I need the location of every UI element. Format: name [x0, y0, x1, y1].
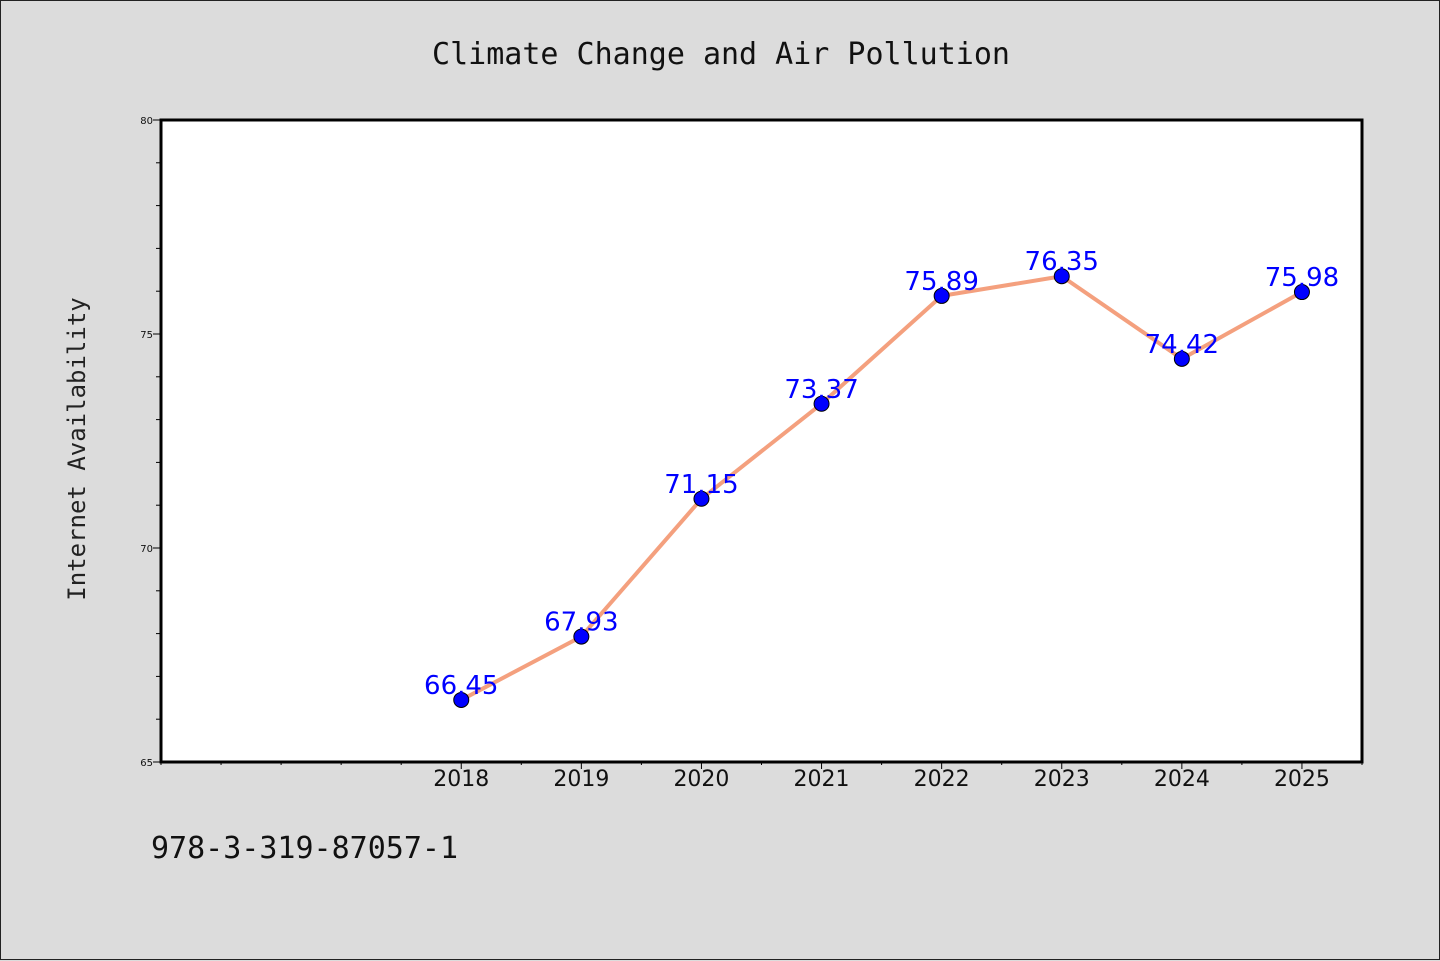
y-tick-label: 70 — [140, 544, 153, 555]
x-tick-label: 2020 — [673, 767, 729, 792]
chart-title: Climate Change and Air Pollution — [432, 37, 1010, 72]
data-label: 73.37 — [784, 375, 858, 405]
data-label: 66.45 — [424, 671, 498, 701]
data-point — [933, 287, 950, 304]
data-point — [813, 395, 830, 412]
x-tick-labels: 2018 2019 2020 2021 2022 2023 2024 2025 — [433, 767, 1330, 792]
plot-background — [161, 120, 1362, 762]
x-tick-label: 2018 — [433, 767, 489, 792]
data-label: 67.93 — [544, 608, 618, 638]
data-labels: 66.45 67.93 71.15 73.37 75.89 76.35 74.42 75.98 — [424, 247, 1339, 701]
y-tick-labels: 65 70 75 80 — [140, 116, 153, 769]
data-point — [1293, 284, 1310, 301]
data-point — [1053, 268, 1070, 285]
data-point — [693, 490, 710, 507]
x-tick-label: 2021 — [794, 767, 850, 792]
y-axis-title: Internet Availability — [63, 297, 91, 600]
series-markers — [453, 268, 1310, 708]
x-tick-label: 2025 — [1274, 767, 1330, 792]
data-label: 71.15 — [664, 470, 738, 500]
y-tick-label: 75 — [140, 330, 153, 341]
x-tick-label: 2022 — [914, 767, 970, 792]
data-label: 74.42 — [1145, 330, 1219, 360]
data-label: 75.98 — [1265, 263, 1339, 293]
footer-code: 978-3-319-87057-1 — [151, 831, 459, 866]
plot-frame — [159, 118, 1364, 764]
x-tick-label: 2023 — [1034, 767, 1090, 792]
x-tick-label: 2024 — [1154, 767, 1210, 792]
data-point — [573, 628, 590, 645]
x-tick-label: 2019 — [553, 767, 609, 792]
series-line — [460, 274, 1303, 702]
data-point — [453, 691, 470, 708]
y-tick-label: 65 — [140, 758, 153, 769]
data-point — [1173, 350, 1190, 367]
data-label: 75.89 — [904, 267, 978, 297]
data-label: 76.35 — [1025, 247, 1099, 277]
y-tick-label: 80 — [140, 116, 153, 127]
